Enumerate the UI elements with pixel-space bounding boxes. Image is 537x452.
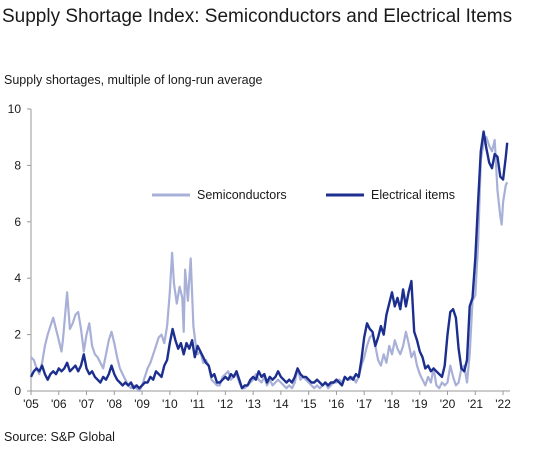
x-tick-label: '20 [440,397,456,411]
x-tick-label: '14 [273,397,289,411]
y-tick-label: 2 [14,328,21,342]
y-tick-label: 4 [14,271,21,285]
x-tick-label: '22 [495,397,511,411]
x-tick-label: '15 [301,397,317,411]
x-tick-label: '21 [467,397,483,411]
legend-label-semiconductors: Semiconductors [197,188,287,202]
x-tick-label: '05 [23,397,39,411]
x-tick-label: '09 [134,397,150,411]
y-tick-label: 8 [14,158,21,172]
x-tick-label: '08 [106,397,122,411]
x-axis: '05 '06 '07 '08 '09 '10 '11 '12 '13 '14 '15 '16 '17 '… [23,390,511,411]
series-layer [29,130,509,393]
y-tick-label: 0 [14,384,21,398]
chart-title: Supply Shortage Index: Semiconductors an… [2,6,513,27]
x-tick-label: '13 [245,397,261,411]
series-line-electrical-items [29,130,509,390]
legend: Semiconductors Electrical items [152,188,455,202]
x-tick-label: '12 [218,397,234,411]
y-tick-label: 10 [8,102,22,116]
x-tick-label: '18 [384,397,400,411]
y-axis: 0 2 4 6 8 10 [8,102,32,398]
x-tick-label: '10 [162,397,178,411]
x-tick-label: '11 [190,397,205,411]
x-tick-label: '06 [51,397,67,411]
legend-label-electrical-items: Electrical items [371,188,455,202]
x-tick-label: '17 [356,397,372,411]
series-line-semiconductors [30,136,509,393]
x-tick-label: '16 [329,397,345,411]
y-tick-label: 6 [14,215,21,229]
x-tick-label: '07 [79,397,95,411]
source-note: Source: S&P Global [4,430,115,444]
chart-subtitle: Supply shortages, multiple of long-run a… [4,73,263,87]
x-tick-label: '19 [412,397,428,411]
